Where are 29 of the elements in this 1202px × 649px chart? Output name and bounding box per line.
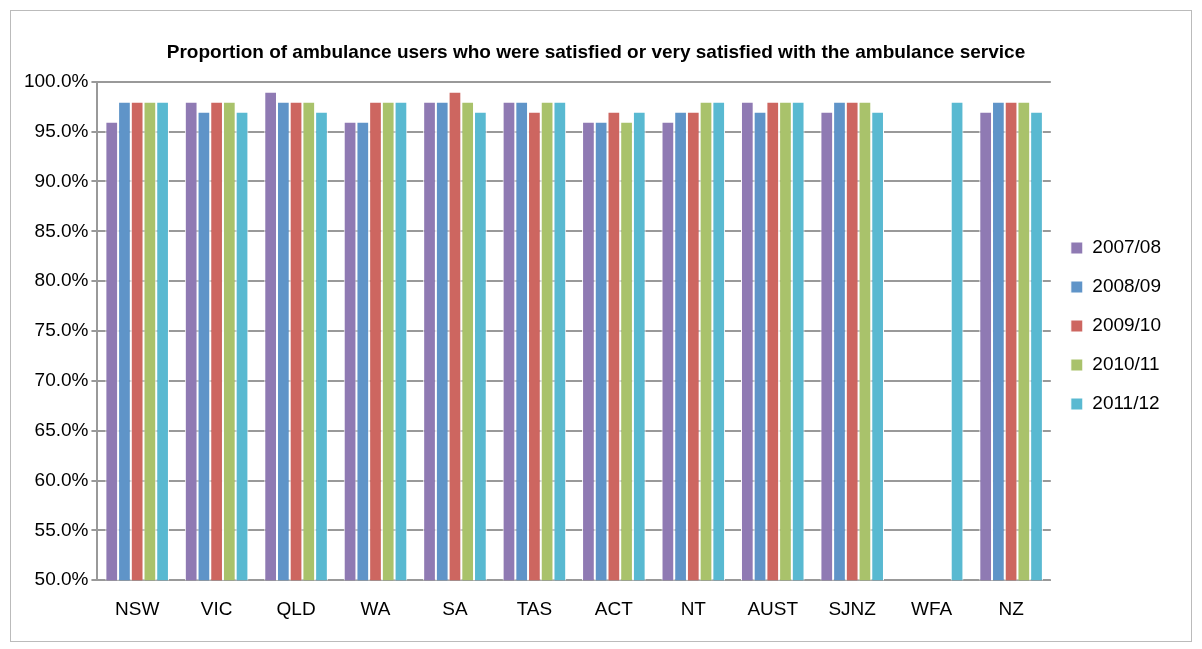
x-tick-label: WA	[360, 597, 391, 619]
x-tick-label: NSW	[115, 597, 160, 619]
y-tick-label: 55.0%	[34, 518, 89, 540]
legend-label: 2009/10	[1092, 314, 1162, 336]
x-tick-label: NT	[680, 597, 707, 619]
x-tick-label: SA	[442, 597, 468, 619]
x-tick-label: QLD	[276, 597, 316, 619]
legend-label: 2008/09	[1092, 275, 1162, 297]
y-tick-label: 60.0%	[34, 468, 89, 490]
y-tick-label: 85.0%	[34, 219, 89, 241]
y-tick-label: 100.0%	[23, 70, 89, 92]
x-tick-label: WFA	[911, 597, 953, 619]
y-tick-label: 75.0%	[34, 319, 89, 341]
legend-label: 2010/11	[1092, 353, 1160, 375]
y-tick-label: 95.0%	[34, 119, 89, 141]
y-tick-label: 90.0%	[34, 169, 89, 191]
y-tick-label: 70.0%	[34, 369, 89, 391]
y-tick-label: 80.0%	[34, 269, 89, 291]
x-tick-label: NZ	[998, 597, 1025, 619]
x-tick-label: VIC	[200, 597, 233, 619]
x-tick-label: SJNZ	[828, 597, 877, 619]
x-tick-label: AUST	[747, 597, 799, 619]
y-tick-label: 50.0%	[34, 568, 89, 590]
y-tick-label: 65.0%	[34, 418, 89, 440]
legend-label: 2007/08	[1092, 236, 1162, 258]
x-tick-label: ACT	[594, 597, 634, 619]
x-tick-label: TAS	[516, 597, 553, 619]
legend-label: 2011/12	[1092, 392, 1160, 414]
chart-title: Proportion of ambulance users who were satisfied or very satisfied with the ambulance service	[166, 40, 1026, 62]
